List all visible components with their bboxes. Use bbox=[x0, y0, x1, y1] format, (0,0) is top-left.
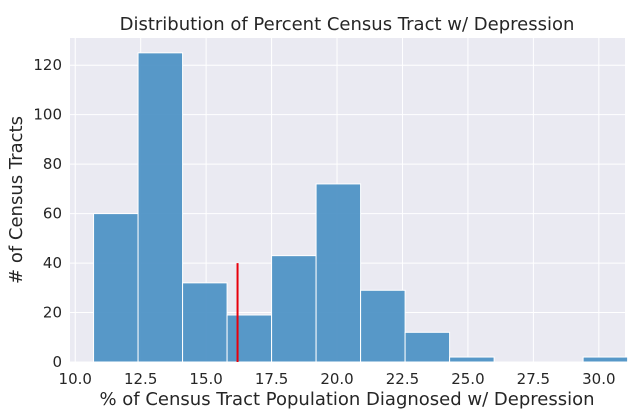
y-tick-labels: 0 20 40 60 80 100 120 bbox=[33, 56, 62, 371]
y-tick-label: 20 bbox=[43, 304, 62, 322]
y-axis-label: # of Census Tracts bbox=[6, 116, 27, 284]
histogram-bar bbox=[93, 213, 139, 363]
y-tick-label: 40 bbox=[43, 254, 62, 272]
histogram-bar bbox=[404, 331, 451, 363]
y-tick-label: 100 bbox=[33, 106, 62, 124]
x-tick-label: 10.0 bbox=[59, 370, 92, 388]
histogram-bar bbox=[182, 282, 228, 363]
histogram-bar bbox=[271, 255, 317, 363]
x-tick-label: 15.0 bbox=[189, 370, 222, 388]
histogram-bar bbox=[360, 289, 406, 363]
x-tick-label: 17.5 bbox=[255, 370, 288, 388]
histogram-bar bbox=[449, 356, 495, 363]
histogram-bar bbox=[582, 356, 629, 363]
y-tick-label: 0 bbox=[52, 353, 62, 371]
histogram-bar bbox=[226, 314, 273, 363]
x-tick-label: 30.0 bbox=[582, 370, 615, 388]
x-tick-label: 27.5 bbox=[517, 370, 550, 388]
y-tick-label: 120 bbox=[33, 56, 62, 74]
y-tick-label: 60 bbox=[43, 205, 62, 223]
histogram-bars bbox=[93, 52, 629, 363]
chart-title: Distribution of Percent Census Tract w/ … bbox=[120, 14, 575, 35]
histogram-bar bbox=[137, 52, 184, 363]
histogram-bar bbox=[315, 183, 362, 363]
x-tick-label: 25.0 bbox=[451, 370, 484, 388]
x-axis-label: % of Census Tract Population Diagnosed w… bbox=[99, 389, 594, 410]
x-tick-label: 20.0 bbox=[320, 370, 353, 388]
x-tick-labels: 10.0 12.5 15.0 17.5 20.0 22.5 25.0 27.5 30.0 bbox=[59, 370, 616, 388]
x-tick-label: 12.5 bbox=[124, 370, 157, 388]
x-tick-label: 22.5 bbox=[386, 370, 419, 388]
y-tick-label: 80 bbox=[43, 155, 62, 173]
